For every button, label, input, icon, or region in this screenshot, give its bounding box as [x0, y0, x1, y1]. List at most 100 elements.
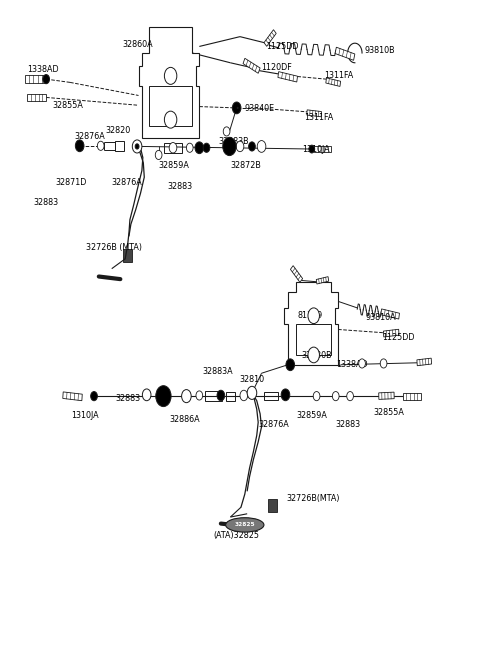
- Circle shape: [164, 67, 177, 84]
- Circle shape: [97, 141, 104, 151]
- Circle shape: [247, 386, 257, 400]
- Bar: [123, 249, 132, 262]
- Polygon shape: [243, 58, 260, 73]
- Circle shape: [347, 392, 353, 401]
- Polygon shape: [417, 358, 432, 365]
- Circle shape: [196, 391, 203, 400]
- Text: 32820: 32820: [105, 126, 130, 135]
- Polygon shape: [27, 94, 46, 101]
- Polygon shape: [278, 71, 298, 82]
- Text: 93810B: 93810B: [364, 46, 395, 55]
- Text: 93810A: 93810A: [365, 313, 396, 322]
- Polygon shape: [284, 282, 338, 365]
- Polygon shape: [384, 329, 399, 337]
- Bar: [205, 391, 222, 401]
- Circle shape: [186, 143, 193, 153]
- Text: 1338AD: 1338AD: [336, 360, 367, 369]
- Text: 32876A: 32876A: [112, 178, 143, 187]
- Circle shape: [359, 359, 365, 368]
- Bar: [268, 498, 277, 512]
- Bar: [164, 143, 182, 153]
- Text: 93840E: 93840E: [245, 104, 275, 113]
- Ellipse shape: [226, 517, 264, 532]
- Circle shape: [169, 143, 177, 153]
- Bar: [264, 392, 278, 400]
- Circle shape: [237, 107, 238, 109]
- Circle shape: [203, 143, 210, 153]
- Circle shape: [308, 308, 320, 324]
- Text: 32860A: 32860A: [123, 40, 154, 49]
- Text: 32883: 32883: [116, 394, 141, 403]
- Text: 32859A: 32859A: [158, 161, 190, 170]
- Circle shape: [181, 390, 191, 403]
- Circle shape: [143, 389, 151, 401]
- Circle shape: [313, 392, 320, 401]
- Circle shape: [380, 359, 387, 368]
- Circle shape: [164, 111, 177, 128]
- Text: 1311FA: 1311FA: [305, 113, 334, 122]
- Circle shape: [286, 359, 295, 371]
- Text: 32855A: 32855A: [52, 101, 83, 110]
- Text: 1310JA: 1310JA: [302, 145, 330, 153]
- Polygon shape: [381, 309, 399, 319]
- Circle shape: [156, 151, 162, 160]
- Text: 1310JA: 1310JA: [72, 411, 99, 421]
- Text: 1338AD: 1338AD: [27, 65, 59, 74]
- Circle shape: [332, 392, 339, 401]
- Polygon shape: [63, 392, 82, 401]
- Circle shape: [309, 145, 315, 153]
- Text: 32883B: 32883B: [218, 137, 249, 145]
- Text: 1120DF: 1120DF: [262, 63, 292, 72]
- Circle shape: [236, 141, 244, 152]
- Circle shape: [281, 389, 290, 401]
- Text: 32883: 32883: [167, 182, 192, 191]
- Circle shape: [257, 141, 266, 153]
- Circle shape: [156, 386, 171, 407]
- Bar: [226, 392, 235, 401]
- Circle shape: [249, 142, 255, 151]
- Polygon shape: [403, 392, 421, 400]
- Text: 32883A: 32883A: [203, 367, 233, 377]
- Text: 1125DD: 1125DD: [383, 333, 415, 342]
- Text: 32726B (MTA): 32726B (MTA): [86, 243, 142, 252]
- Circle shape: [135, 144, 139, 149]
- Text: 32883: 32883: [33, 198, 59, 206]
- Text: 81199: 81199: [298, 311, 323, 320]
- Text: 32726B(MTA): 32726B(MTA): [287, 495, 340, 503]
- Text: 32883: 32883: [336, 420, 361, 429]
- Polygon shape: [139, 27, 199, 138]
- Text: 32872B: 32872B: [230, 161, 261, 170]
- Circle shape: [195, 142, 204, 154]
- Circle shape: [240, 390, 248, 401]
- Polygon shape: [24, 75, 46, 83]
- Circle shape: [132, 140, 142, 153]
- Circle shape: [308, 347, 320, 363]
- Text: 32810: 32810: [239, 375, 264, 384]
- Polygon shape: [314, 146, 331, 153]
- Text: 1311FA: 1311FA: [324, 71, 353, 80]
- Circle shape: [217, 390, 225, 401]
- Circle shape: [232, 102, 241, 114]
- Polygon shape: [307, 110, 322, 117]
- Text: 32859A: 32859A: [297, 411, 327, 421]
- Circle shape: [43, 75, 49, 84]
- Text: 1125DD: 1125DD: [266, 42, 299, 51]
- Polygon shape: [149, 86, 192, 126]
- Polygon shape: [326, 78, 341, 86]
- Polygon shape: [297, 324, 331, 355]
- Text: 32871D: 32871D: [56, 178, 87, 187]
- Circle shape: [91, 392, 97, 401]
- Text: 32830B: 32830B: [301, 351, 332, 360]
- Text: 32876A: 32876A: [258, 420, 289, 429]
- Polygon shape: [379, 392, 394, 400]
- Text: 32876A: 32876A: [75, 132, 106, 141]
- Bar: [115, 141, 124, 151]
- Circle shape: [223, 127, 230, 136]
- Polygon shape: [335, 47, 355, 60]
- Polygon shape: [264, 29, 276, 47]
- Text: (ATA)32825: (ATA)32825: [214, 531, 260, 540]
- Circle shape: [75, 140, 84, 152]
- Circle shape: [223, 138, 236, 156]
- Text: 32886A: 32886A: [169, 415, 200, 424]
- Polygon shape: [290, 266, 302, 282]
